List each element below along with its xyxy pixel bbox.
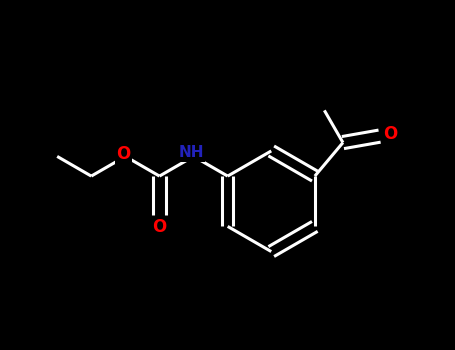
Text: O: O: [116, 145, 130, 163]
Text: O: O: [152, 218, 167, 236]
Text: O: O: [384, 125, 398, 144]
Text: NH: NH: [179, 145, 204, 160]
